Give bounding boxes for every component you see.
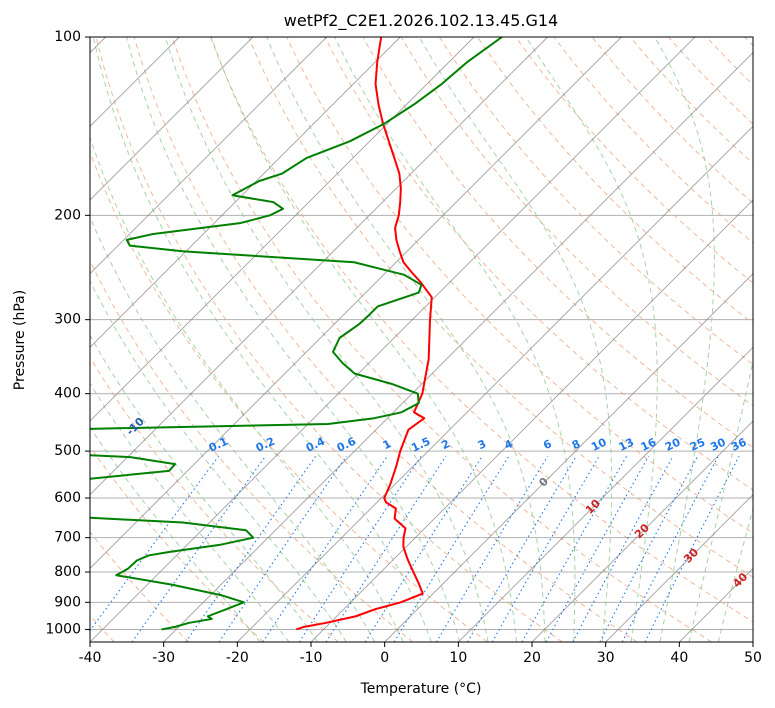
mixing-ratio-label: 36: [729, 435, 749, 453]
isotherm-line: [163, 52, 753, 642]
mixing-ratio-label: 30: [708, 435, 728, 453]
y-tick-label: 700: [54, 530, 81, 546]
isotherm-line: [90, 37, 327, 275]
dry-adiabat-line: [95, 37, 563, 642]
mixing-ratio-lines: [90, 455, 740, 642]
plot-frame: [89, 36, 754, 643]
mixing-ratio-line: [364, 455, 483, 642]
moist-adiabat-line: [92, 37, 432, 642]
y-tick-label: 200: [54, 207, 81, 223]
mixing-ratio-line: [599, 455, 699, 642]
mixing-ratio-label: 25: [688, 436, 707, 454]
dewpoint-profile-line: [90, 37, 503, 631]
isotherm-line: [90, 37, 254, 201]
x-tick-label: 10: [449, 650, 467, 666]
x-tick-label: 40: [670, 650, 688, 666]
mixing-ratio-line: [435, 455, 549, 642]
isotherm-line: [458, 346, 753, 642]
mixing-ratio-line: [572, 455, 674, 642]
dry-adiabat-line: [171, 37, 712, 642]
y-tick-label: 100: [54, 29, 81, 45]
isotherm-line: [90, 37, 548, 496]
isotherm-line: [384, 273, 753, 642]
mixing-ratio-line: [90, 455, 220, 632]
x-axis-ticks: -40 -30 -20 -10 0 10 20 30 40 50: [79, 642, 762, 666]
dry-adiabat-line: [90, 531, 190, 642]
moist-adiabat-line: [266, 37, 546, 642]
sounding-series: [90, 37, 503, 631]
x-tick-label: 20: [523, 650, 541, 666]
isotherm-line: [90, 37, 475, 422]
isotherms: [90, 37, 753, 642]
x-tick-label: 0: [380, 650, 389, 666]
moist-adiabat-line: [525, 37, 658, 642]
dry-adiabat-line: [515, 37, 753, 284]
mixing-ratio-label: 16: [639, 435, 659, 453]
moist-adiabat-line: [90, 334, 319, 642]
moist-adiabat-line: [90, 215, 376, 642]
dry-adiabat-line: [90, 150, 488, 642]
dry-adiabat-line: [248, 37, 753, 578]
isotherm-line: [605, 494, 753, 642]
moist-adiabat-line: [334, 37, 576, 642]
x-tick-label: -10: [300, 650, 323, 666]
y-tick-label: 500: [54, 443, 81, 459]
isotherm-line: [90, 37, 401, 348]
chart-title: wetPf2_C2E1.2026.102.13.45.G14: [284, 11, 558, 31]
x-tick-label: 30: [597, 650, 615, 666]
y-tick-label: 300: [54, 312, 81, 328]
mixing-ratio-line: [298, 455, 422, 642]
mixing-ratio-line: [467, 455, 577, 642]
y-axis-label: Pressure (hPa): [12, 290, 28, 390]
isotherm-line: [310, 199, 753, 642]
mixing-ratio-line: [185, 455, 317, 642]
mixing-ratio-label: 13: [617, 436, 636, 454]
x-tick-label: 50: [744, 650, 762, 666]
y-axis-ticks: 100 200 300 400 500 600 700 800 900 1000: [45, 29, 90, 637]
y-tick-label: 1000: [45, 621, 81, 637]
moist-adiabat-line: [126, 37, 461, 642]
mixing-ratio-line: [131, 455, 267, 642]
moist-adiabat-line: [164, 37, 489, 642]
pressure-grid: [90, 37, 753, 630]
mixing-ratio-label: 20: [663, 435, 683, 453]
y-tick-label: 400: [54, 386, 81, 402]
mixing-ratio-label: 10: [589, 435, 609, 453]
dry-adiabat-line: [400, 37, 753, 407]
moist-adiabat-line: [90, 382, 290, 642]
isotherm-line: [90, 37, 622, 569]
dry-adiabat-line: [210, 37, 753, 623]
isotherm-line: [90, 37, 696, 642]
y-tick-label: 900: [54, 594, 81, 610]
dry-adiabat-line: [90, 445, 264, 642]
mixing-ratio-line: [262, 455, 388, 642]
moist-adiabat-line: [418, 37, 613, 642]
moist-adiabat-line: [210, 37, 517, 642]
moist-adiabat-line: [90, 135, 404, 642]
x-tick-label: -40: [79, 650, 102, 666]
moist-adiabat-line: [90, 426, 261, 642]
plot-area: 0.10.20.40.611.52346810131620253036-100-…: [90, 37, 753, 642]
isotherm-line: [531, 420, 753, 642]
x-tick-label: -20: [226, 650, 249, 666]
y-tick-label: 600: [54, 490, 81, 506]
x-tick-label: -30: [152, 650, 175, 666]
mixing-ratio-line: [218, 455, 347, 642]
y-tick-label: 800: [54, 564, 81, 580]
x-axis-label: Temperature (°C): [360, 681, 482, 697]
mixing-ratio-line: [545, 455, 650, 642]
moist-adiabat-line: [654, 37, 715, 642]
mixing-ratio-line: [621, 455, 719, 642]
isotherm-line: [237, 125, 753, 642]
temperature-profile-line: [295, 37, 433, 631]
dry-adiabat-line: [439, 37, 753, 366]
